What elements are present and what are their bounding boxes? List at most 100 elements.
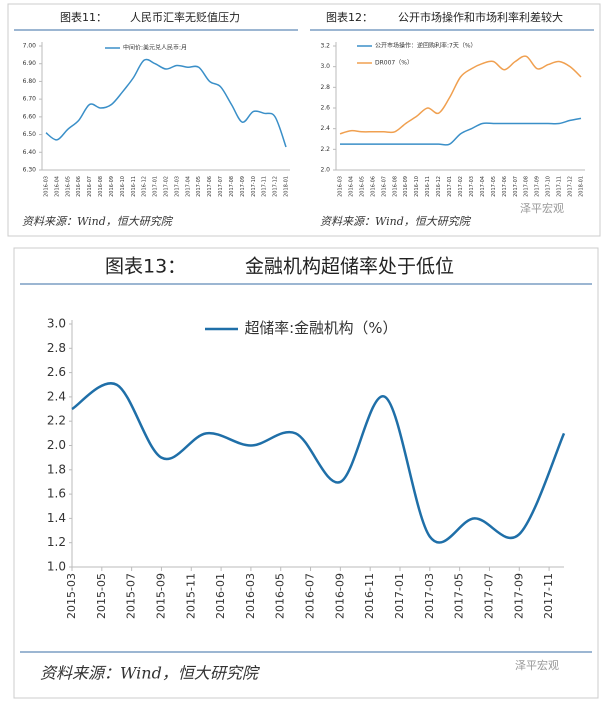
- series-line: [71, 382, 566, 544]
- figure-label: 图表12：: [326, 10, 373, 24]
- x-tick-label: 2017-11: [557, 176, 563, 197]
- x-tick-label: 2016-11: [425, 176, 431, 197]
- x-tick-label: 2017-10: [546, 176, 552, 197]
- x-tick-label: 2016-05: [65, 176, 71, 197]
- x-tick-label: 2016-09: [403, 176, 409, 197]
- x-tick-label: 2017-09: [512, 573, 525, 619]
- x-tick-label: 2017-01: [447, 176, 453, 197]
- x-tick-label: 2017-08: [229, 176, 235, 197]
- source: 资料来源：Wind，恒大研究院: [40, 664, 261, 683]
- x-tick-label: 2017-07: [482, 573, 495, 619]
- y-tick-label: 3.0: [320, 63, 330, 70]
- y-tick-label: 3.0: [47, 317, 66, 331]
- x-tick-label: 2016-06: [370, 176, 376, 197]
- y-tick-label: 2.0: [47, 438, 66, 452]
- x-tick-label: 2016-07: [87, 176, 93, 197]
- x-tick-label: 2015-07: [125, 573, 138, 619]
- x-tick-label: 2017-12: [273, 176, 279, 197]
- y-tick-label: 2.8: [320, 84, 330, 91]
- x-tick-label: 2015-09: [154, 573, 167, 619]
- x-tick-label: 2016-03: [338, 176, 344, 197]
- x-tick-label: 2016-09: [333, 573, 346, 619]
- chart-title: 公开市场操作和市场利率利差较大: [398, 10, 563, 24]
- x-tick-label: 2017-03: [469, 176, 475, 197]
- y-tick-label: 7.00: [23, 43, 37, 50]
- y-tick-label: 2.6: [47, 365, 66, 379]
- legend-label: 公开市场操作：逆回购利率:7天（%）: [375, 42, 477, 50]
- x-tick-label: 2016-10: [414, 176, 420, 197]
- x-tick-label: 2017-09: [240, 176, 246, 197]
- x-tick-label: 2017-08: [524, 176, 530, 197]
- x-tick-label: 2015-03: [65, 573, 78, 619]
- source: 资料来源：Wind，恒大研究院: [320, 215, 472, 228]
- x-tick-label: 2016-12: [436, 176, 442, 197]
- x-tick-label: 2016-03: [244, 573, 257, 619]
- y-tick-label: 2.2: [47, 414, 66, 428]
- x-tick-label: 2017-06: [207, 176, 213, 197]
- x-tick-label: 2016-04: [54, 176, 60, 197]
- y-tick-label: 6.90: [23, 60, 37, 67]
- watermark: 泽平宏观: [515, 658, 559, 672]
- x-tick-label: 2017-12: [568, 176, 574, 197]
- x-tick-label: 2016-07: [381, 176, 387, 197]
- x-tick-label: 2017-09: [535, 176, 541, 197]
- top-frame: [7, 3, 601, 237]
- y-tick-label: 2.0: [320, 167, 330, 174]
- x-tick-label: 2017-02: [458, 176, 464, 197]
- y-tick-label: 2.2: [320, 146, 330, 153]
- x-tick-label: 2018-01: [579, 176, 585, 197]
- x-tick-label: 2018-01: [284, 176, 290, 197]
- y-tick-label: 2.4: [320, 125, 330, 132]
- y-tick-label: 1.2: [47, 535, 66, 549]
- y-tick-label: 6.30: [23, 167, 37, 174]
- y-tick-label: 6.50: [23, 131, 37, 138]
- x-tick-label: 2016-01: [214, 573, 227, 619]
- y-tick-label: 3.2: [320, 43, 330, 50]
- x-tick-label: 2016-05: [359, 176, 365, 197]
- legend-label: 中间价:美元兑人民币:月: [123, 44, 187, 52]
- figure-label: 图表11：: [60, 10, 107, 24]
- x-tick-label: 2017-06: [502, 176, 508, 197]
- x-tick-label: 2016-08: [98, 176, 104, 197]
- x-tick-label: 2016-07: [304, 573, 317, 619]
- x-tick-label: 2016-11: [131, 176, 137, 197]
- series-line: [339, 117, 582, 146]
- x-tick-label: 2017-05: [453, 573, 466, 619]
- series-line: [45, 58, 287, 148]
- watermark: 泽平宏观: [520, 201, 564, 215]
- x-tick-label: 2017-07: [513, 176, 519, 197]
- legend-label: DR007（%）: [375, 60, 413, 67]
- x-tick-label: 2017-03: [423, 573, 436, 619]
- y-tick-label: 6.60: [23, 113, 37, 120]
- y-tick-label: 1.6: [47, 487, 66, 501]
- x-tick-label: 2017-11: [262, 176, 268, 197]
- x-tick-label: 2016-06: [76, 176, 82, 197]
- x-tick-label: 2017-02: [164, 176, 170, 197]
- x-tick-label: 2016-12: [142, 176, 148, 197]
- y-tick-label: 2.4: [47, 389, 66, 403]
- x-tick-label: 2017-05: [196, 176, 202, 197]
- x-tick-label: 2017-04: [185, 176, 191, 197]
- y-tick-label: 6.80: [23, 78, 37, 85]
- y-tick-label: 6.40: [23, 149, 37, 156]
- y-tick-label: 2.8: [47, 341, 66, 355]
- x-tick-label: 2016-10: [120, 176, 126, 197]
- x-tick-label: 2017-01: [393, 573, 406, 619]
- y-tick-label: 6.70: [23, 96, 37, 103]
- x-tick-label: 2017-07: [218, 176, 224, 197]
- legend-label: 超储率:金融机构（%）: [245, 319, 398, 337]
- x-tick-label: 2016-08: [392, 176, 398, 197]
- x-tick-label: 2016-04: [348, 176, 354, 197]
- y-tick-label: 1.0: [47, 560, 66, 574]
- x-tick-label: 2017-05: [491, 176, 497, 197]
- chart-title: 金融机构超储率处于低位: [245, 256, 454, 278]
- source: 资料来源：Wind，恒大研究院: [22, 215, 174, 228]
- x-tick-label: 2016-11: [363, 573, 376, 619]
- x-tick-label: 2015-05: [95, 573, 108, 619]
- y-tick-label: 1.8: [47, 462, 66, 476]
- y-tick-label: 1.4: [47, 511, 66, 525]
- series-line: [339, 55, 582, 135]
- bottom-frame: [13, 247, 599, 699]
- x-tick-label: 2017-04: [480, 176, 486, 197]
